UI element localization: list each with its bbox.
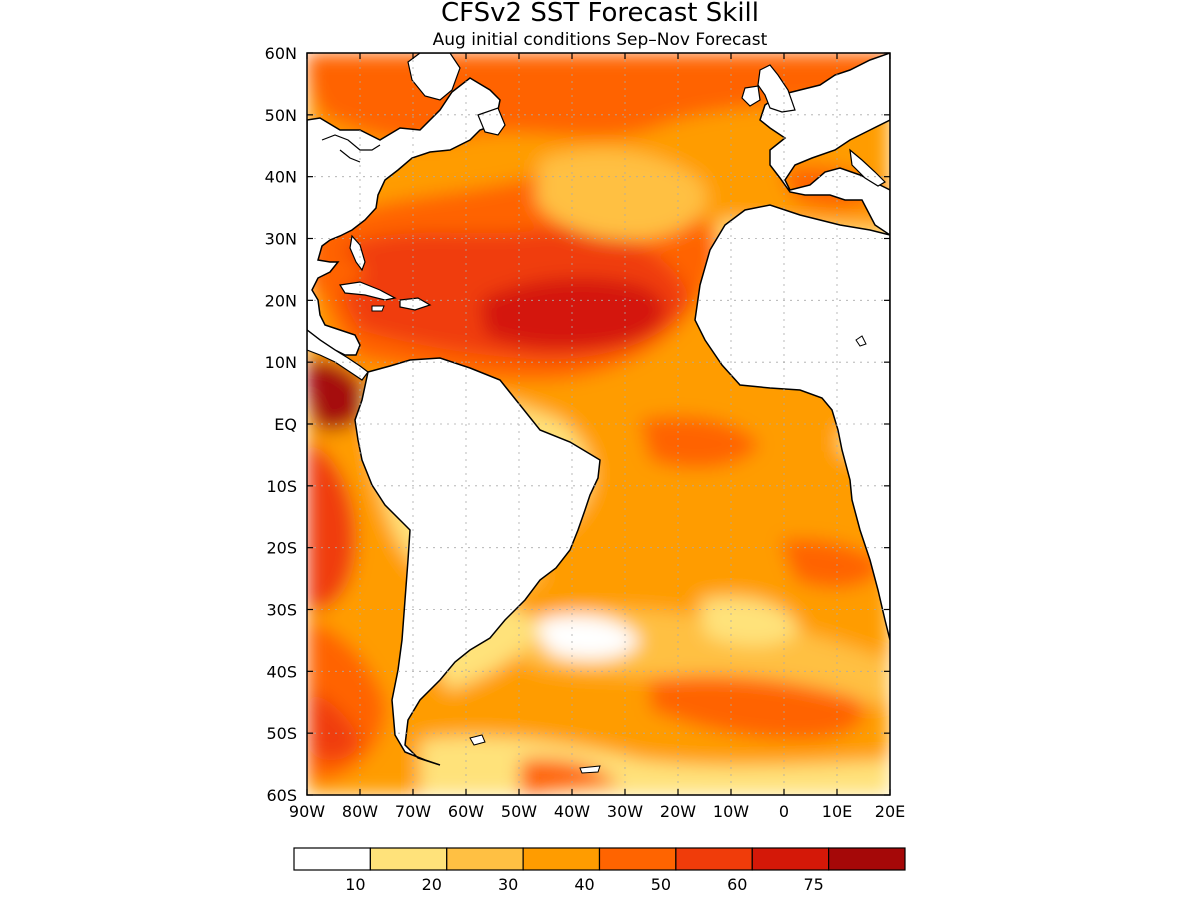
lat-tick-label: 40S <box>266 662 297 681</box>
south-america <box>354 357 601 766</box>
lat-tick-label: 40N <box>265 168 297 187</box>
lake-chad <box>855 335 867 347</box>
colorbar-label: 10 <box>345 875 365 894</box>
colorbar-swatch <box>828 847 906 871</box>
lon-tick-label: 30W <box>607 802 643 821</box>
africa <box>694 204 890 641</box>
latitude-axis: 60N 50N 40N 30N 20N 10N EQ 10S 20S 30S 40S 50S 60S <box>265 44 297 805</box>
colorbar-swatch <box>675 847 753 871</box>
south-atlantic-weak-2 <box>700 596 800 646</box>
south-atlantic-high-band <box>650 676 865 740</box>
lon-tick-label: 0 <box>779 802 789 821</box>
central-america <box>307 329 369 381</box>
lat-tick-label: 60S <box>266 786 297 805</box>
north-atlantic-moderate <box>535 149 707 241</box>
newfoundland <box>477 107 506 136</box>
lon-tick-label: 10E <box>822 802 852 821</box>
map-area <box>306 52 891 796</box>
jamaica <box>371 305 385 312</box>
lon-tick-label: 80W <box>342 802 378 821</box>
lat-tick-label: 20N <box>265 291 297 310</box>
gridlines <box>307 53 890 795</box>
falklands <box>469 734 486 746</box>
colorbar-label: 40 <box>574 875 594 894</box>
colorbar-swatch <box>598 847 677 871</box>
colorbar-label: 50 <box>651 875 671 894</box>
cuba <box>339 281 397 301</box>
south-atlantic-weak <box>538 615 640 660</box>
colorbar-label: 75 <box>803 875 823 894</box>
colorbar-swatch <box>446 847 524 871</box>
lon-tick-label: 20E <box>875 802 905 821</box>
colorbar: 10 20 30 40 50 60 75 <box>293 847 906 894</box>
page-title: CFSv2 SST Forecast Skill <box>441 0 759 28</box>
colorbar-swatch <box>522 847 601 871</box>
lon-tick-label: 70W <box>395 802 431 821</box>
southeast-pacific-core <box>310 690 360 761</box>
gulf-of-mexico-high <box>307 248 365 292</box>
great-lakes <box>321 134 381 163</box>
colorbar-swatch <box>369 847 448 871</box>
lon-tick-label: 20W <box>660 802 696 821</box>
page-subtitle: Aug initial conditions Sep–Nov Forecast <box>433 30 768 50</box>
tick-marks <box>306 52 891 796</box>
lat-tick-label: 60N <box>265 44 297 63</box>
colorbar-swatch <box>751 847 830 871</box>
lon-tick-label: 40W <box>554 802 590 821</box>
south-georgia <box>579 765 601 774</box>
labrador-coast <box>407 53 461 101</box>
east-pacific-high <box>307 440 357 610</box>
land-mask <box>307 53 890 774</box>
colorbar-label: 20 <box>422 875 442 894</box>
italy <box>849 148 886 187</box>
british-isles <box>757 64 796 113</box>
colorbar-label: 30 <box>498 875 518 894</box>
lon-tick-label: 60W <box>448 802 484 821</box>
off-africa-high <box>640 416 760 469</box>
ireland <box>741 85 761 107</box>
hispaniola <box>399 297 432 311</box>
lat-tick-label: 10N <box>265 353 297 372</box>
lat-tick-label: EQ <box>274 415 297 434</box>
longitude-axis: 90W 80W 70W 60W 50W 40W 30W 20W 10W 0 10E 20E <box>289 802 905 821</box>
colorbar-label: 60 <box>727 875 747 894</box>
lon-tick-label: 50W <box>501 802 537 821</box>
lat-tick-label: 10S <box>266 477 297 496</box>
lon-tick-label: 90W <box>289 802 325 821</box>
lat-tick-label: 50N <box>265 106 297 125</box>
lat-tick-label: 20S <box>266 539 297 558</box>
east-pacific-max <box>307 359 369 431</box>
benguela-high <box>780 538 885 589</box>
lon-tick-label: 10W <box>713 802 749 821</box>
colorbar-swatch <box>293 847 371 871</box>
lat-tick-label: 50S <box>266 724 297 743</box>
lat-tick-label: 30S <box>266 601 297 620</box>
north-america <box>307 77 501 356</box>
far-south-high <box>520 758 620 795</box>
florida <box>349 234 366 272</box>
lat-tick-label: 30N <box>265 230 297 249</box>
